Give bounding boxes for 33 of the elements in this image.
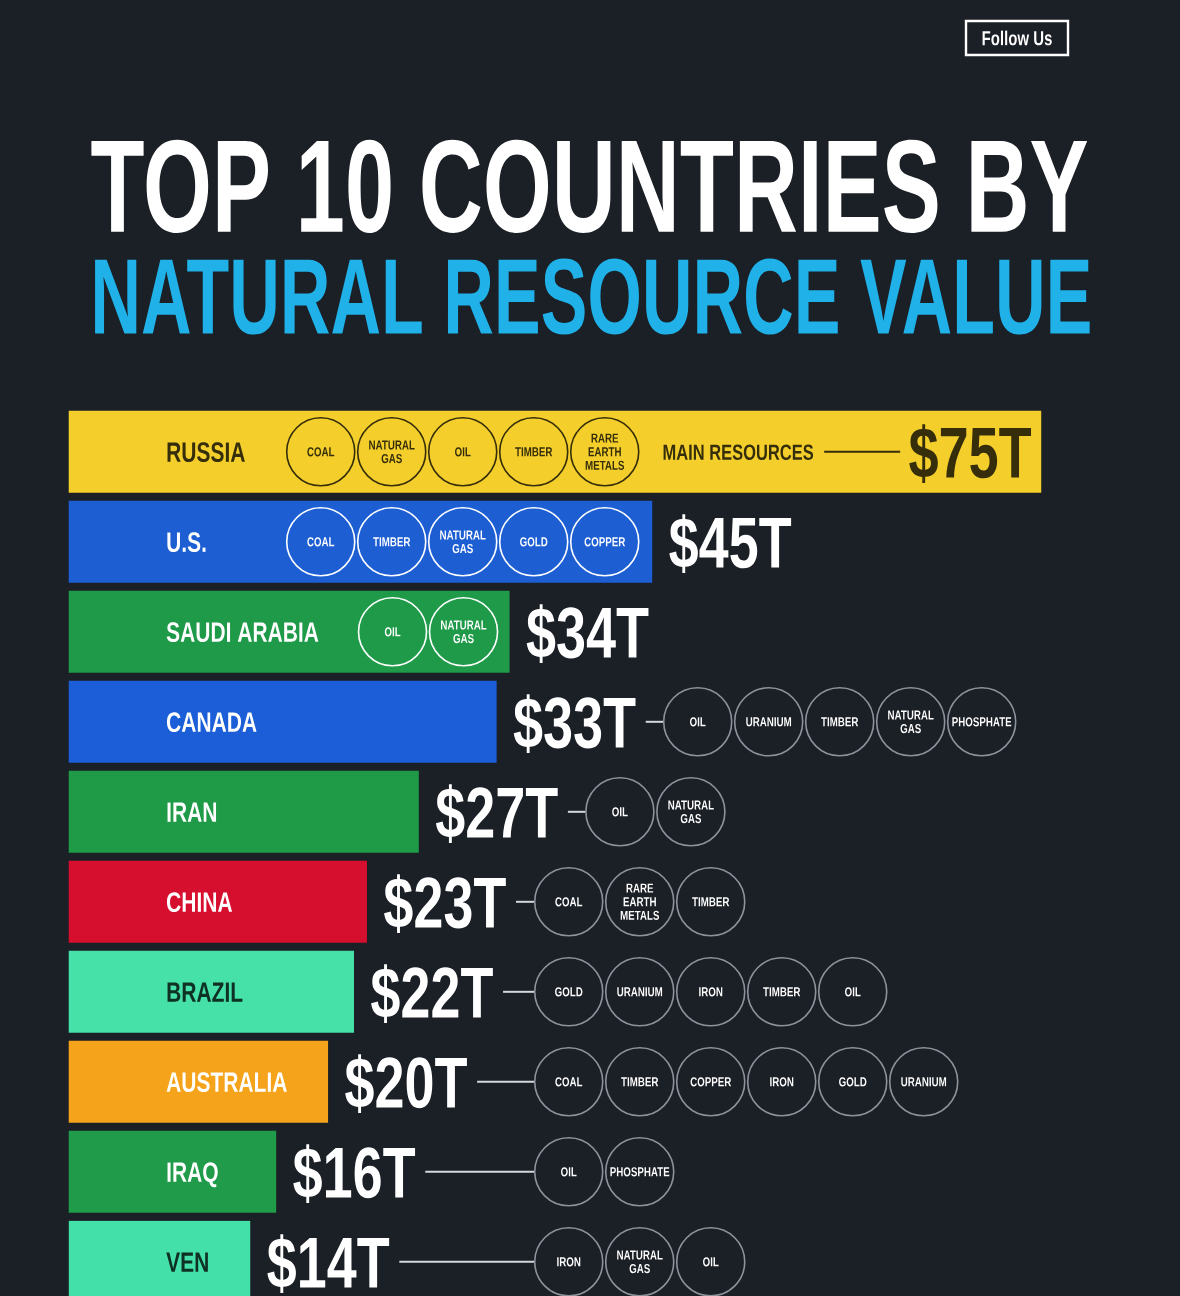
y-tick-label: IRAQ xyxy=(167,1162,218,1188)
y-tick-label: CANADA xyxy=(166,712,257,733)
bar xyxy=(68,410,1042,493)
y-tick-label: SAUDI ARABIA xyxy=(166,622,319,643)
annotation: MAIN RESOURCES xyxy=(663,444,814,461)
bar xyxy=(68,680,497,763)
bar xyxy=(68,860,367,943)
data-label: $34T xyxy=(526,604,649,663)
chart-title: TOP 10 COUNTRIES BY xyxy=(91,139,1088,233)
data-label: $14T xyxy=(267,1234,390,1293)
y-tick-label: RUSSIA xyxy=(167,442,245,463)
bar xyxy=(68,1130,277,1213)
text: Follow Us xyxy=(982,30,1052,46)
bar xyxy=(68,770,419,853)
data-label: $20T xyxy=(345,1054,467,1113)
bar xyxy=(68,590,510,673)
data-label: $23T xyxy=(384,874,506,933)
bar xyxy=(68,500,653,583)
y-tick-label: AUSTRALIA xyxy=(166,1072,287,1093)
y-tick-label: VEN xyxy=(166,1252,208,1272)
data-label: $22T xyxy=(371,964,493,1023)
data-label: $75T xyxy=(909,424,1032,483)
y-tick-label: CHINA xyxy=(166,892,233,913)
bar xyxy=(68,1040,329,1123)
data-label: $27T xyxy=(435,784,558,843)
chart-subtitle: NATURAL RESOURCE VALUE xyxy=(95,258,1090,335)
y-tick-label: U.S. xyxy=(167,532,206,553)
bar xyxy=(68,950,354,1033)
data-label: $45T xyxy=(669,514,792,573)
y-tick-label: BRAZIL xyxy=(167,982,243,1002)
data-label: $33T xyxy=(513,694,636,753)
y-tick-label: IRAN xyxy=(167,802,217,822)
data-label: $16T xyxy=(293,1144,416,1203)
